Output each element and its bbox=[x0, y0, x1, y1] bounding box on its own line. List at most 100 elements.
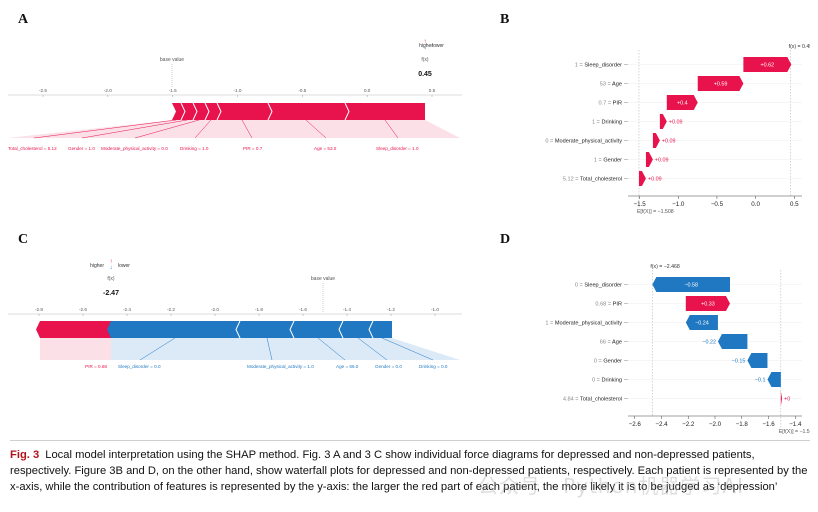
x-tick-label: −1.4 bbox=[789, 421, 802, 428]
legend-higher: higher bbox=[419, 43, 433, 49]
bar-value-label: −0.22 bbox=[702, 340, 716, 346]
force-plot-c-svg: higher ↑ ↓ lower f(x) -2.47 base value -… bbox=[8, 259, 462, 369]
bar-value-label: +0.09 bbox=[655, 158, 669, 164]
x-tick-label: 0.0 bbox=[751, 201, 760, 208]
base-value-label: base value bbox=[160, 57, 184, 63]
feature-label: Total_cholesterol = 5.12 bbox=[8, 146, 57, 151]
waterfall-bar bbox=[685, 315, 718, 330]
tick-label: -2.5 bbox=[39, 88, 47, 93]
feature-funnel-red bbox=[40, 338, 111, 360]
waterfall-bar bbox=[666, 95, 698, 110]
tick-label: -2.8 bbox=[35, 307, 43, 312]
category-label: 0 = Sleep_disorder bbox=[575, 283, 622, 289]
bar-value-label: +0.4 bbox=[677, 101, 688, 107]
feature-leader-lines bbox=[33, 119, 399, 139]
panel-label-b: B bbox=[500, 12, 510, 27]
tick-label: -1.2 bbox=[387, 307, 395, 312]
feature-label: PIR = 0.68 bbox=[85, 364, 107, 369]
tick-label: -2.2 bbox=[167, 307, 175, 312]
waterfall-bar bbox=[717, 334, 748, 349]
waterfall-bar bbox=[685, 296, 730, 311]
tick-label: -1.5 bbox=[169, 88, 177, 93]
feature-label: Moderate_physical_activity = 1.0 bbox=[247, 364, 314, 369]
category-label: 0.7 = PIR bbox=[599, 101, 622, 107]
x-tick-label: −1.0 bbox=[672, 201, 685, 208]
feature-label: Gender = 0.0 bbox=[375, 364, 402, 369]
tick-label: -1.6 bbox=[299, 307, 307, 312]
feature-label: Sleep_disorder = 1.0 bbox=[376, 146, 419, 151]
panel-label-d: D bbox=[500, 232, 511, 247]
category-label: 53 = Age bbox=[600, 82, 622, 88]
legend-lower: lower bbox=[118, 263, 130, 269]
waterfall-bar bbox=[652, 277, 730, 292]
arrow-up-icon: ↑ bbox=[110, 259, 113, 265]
x-tick-label: −2.0 bbox=[709, 421, 722, 428]
bar-value-label: −0.58 bbox=[684, 283, 698, 289]
arrow-up-icon: ↑ bbox=[424, 39, 427, 45]
segment-dividers bbox=[180, 102, 350, 121]
fx-top-label: f(x) = −2.468 bbox=[650, 264, 680, 270]
tick-label: -0.5 bbox=[298, 88, 306, 93]
panel-label-a: A bbox=[18, 12, 29, 27]
waterfall-bar bbox=[652, 133, 660, 148]
tick-label: 0.0 bbox=[364, 88, 371, 93]
feature-label: Drinking = 0.0 bbox=[419, 364, 448, 369]
feature-label: PIR = 0.7 bbox=[243, 146, 263, 151]
feature-funnel bbox=[8, 120, 460, 138]
fx-label: f(x) bbox=[421, 57, 429, 63]
category-label: 5.12 = Total_cholesterol bbox=[563, 177, 622, 183]
waterfall-b-svg: f(x) = 0.453 +0.62 1 = Sleep_disorder +0.59… bbox=[545, 44, 815, 215]
legend-lower: lower bbox=[432, 43, 444, 49]
bar-value-label: −0.15 bbox=[732, 359, 746, 365]
x-tick-label: −2.6 bbox=[629, 421, 642, 428]
caption-text: Local model interpretation using the SHA… bbox=[10, 449, 808, 493]
panel-label-c: C bbox=[18, 232, 29, 247]
feature-label: Moderate_physical_activity = 0.0 bbox=[101, 146, 168, 151]
bar-value-label: −0.1 bbox=[755, 378, 766, 384]
category-label: 4.84 = Total_cholesterol bbox=[563, 397, 622, 403]
x-tick-label: −1.8 bbox=[736, 421, 749, 428]
x-tick-label: −2.4 bbox=[655, 421, 668, 428]
category-label: 1 = Gender bbox=[594, 158, 622, 164]
tick-label: 0.5 bbox=[429, 88, 436, 93]
feature-leader-lines bbox=[139, 337, 434, 361]
feature-label: Drinking = 1.0 bbox=[180, 146, 209, 151]
watermark: 公众号 · Python机器学习AI bbox=[478, 474, 744, 498]
feature-labels-a: Total_cholesterol = 5.12 Gender = 1.0 Mo… bbox=[8, 146, 419, 151]
force-bar-red bbox=[172, 103, 425, 120]
arrow-down-icon: ↓ bbox=[110, 265, 113, 271]
feature-funnel-blue bbox=[111, 338, 460, 360]
legend-higher: higher bbox=[90, 263, 104, 269]
tick-label: -1.8 bbox=[255, 307, 263, 312]
caption-label: Fig. 3 bbox=[10, 449, 40, 461]
x-tick-label: −1.5 bbox=[633, 201, 646, 208]
tick-label: -2.4 bbox=[123, 307, 131, 312]
bar-value-label: +0.09 bbox=[648, 177, 662, 183]
category-label: 1 = Drinking bbox=[592, 120, 622, 126]
force-plot-a-svg: higher ↑ ↓ lower base value f(x) 0.45 -2… bbox=[8, 39, 462, 151]
bar-value-label: +0.09 bbox=[662, 139, 676, 145]
tick-label: -2.0 bbox=[211, 307, 219, 312]
waterfall-d-svg: f(x) = −2.468 −0.58 0 = Sleep_disorder +0.3… bbox=[545, 264, 815, 435]
bar-value-label: +0.09 bbox=[669, 120, 683, 126]
bar-value-label: −0.24 bbox=[695, 321, 709, 327]
waterfall-bar bbox=[780, 391, 783, 406]
x-tick-label: −2.2 bbox=[682, 421, 695, 428]
category-label: 0 = Gender bbox=[594, 359, 622, 365]
tick-label: -1.0 bbox=[431, 307, 439, 312]
x-tick-label: −1.6 bbox=[762, 421, 775, 428]
fx-top-label: f(x) = 0.453 bbox=[789, 44, 810, 50]
tick-label: -1.0 bbox=[234, 88, 242, 93]
force-bar-blue bbox=[107, 321, 392, 338]
waterfall-bar bbox=[638, 171, 646, 186]
feature-label: Age = 53.0 bbox=[314, 146, 337, 151]
fx-value: -2.47 bbox=[103, 290, 119, 297]
figure-caption: Fig. 3 Local model interpretation using t… bbox=[10, 440, 810, 495]
force-plot-a: higher ↑ ↓ lower base value f(x) 0.45 -2… bbox=[0, 0, 470, 200]
feature-label: Gender = 1.0 bbox=[68, 146, 95, 151]
waterfall-bar bbox=[767, 372, 781, 387]
bar-value-label: +0 bbox=[784, 397, 790, 403]
x-tick-label: 0.5 bbox=[790, 201, 799, 208]
waterfall-bar bbox=[743, 57, 792, 72]
arrow-down-icon: ↓ bbox=[424, 45, 427, 51]
